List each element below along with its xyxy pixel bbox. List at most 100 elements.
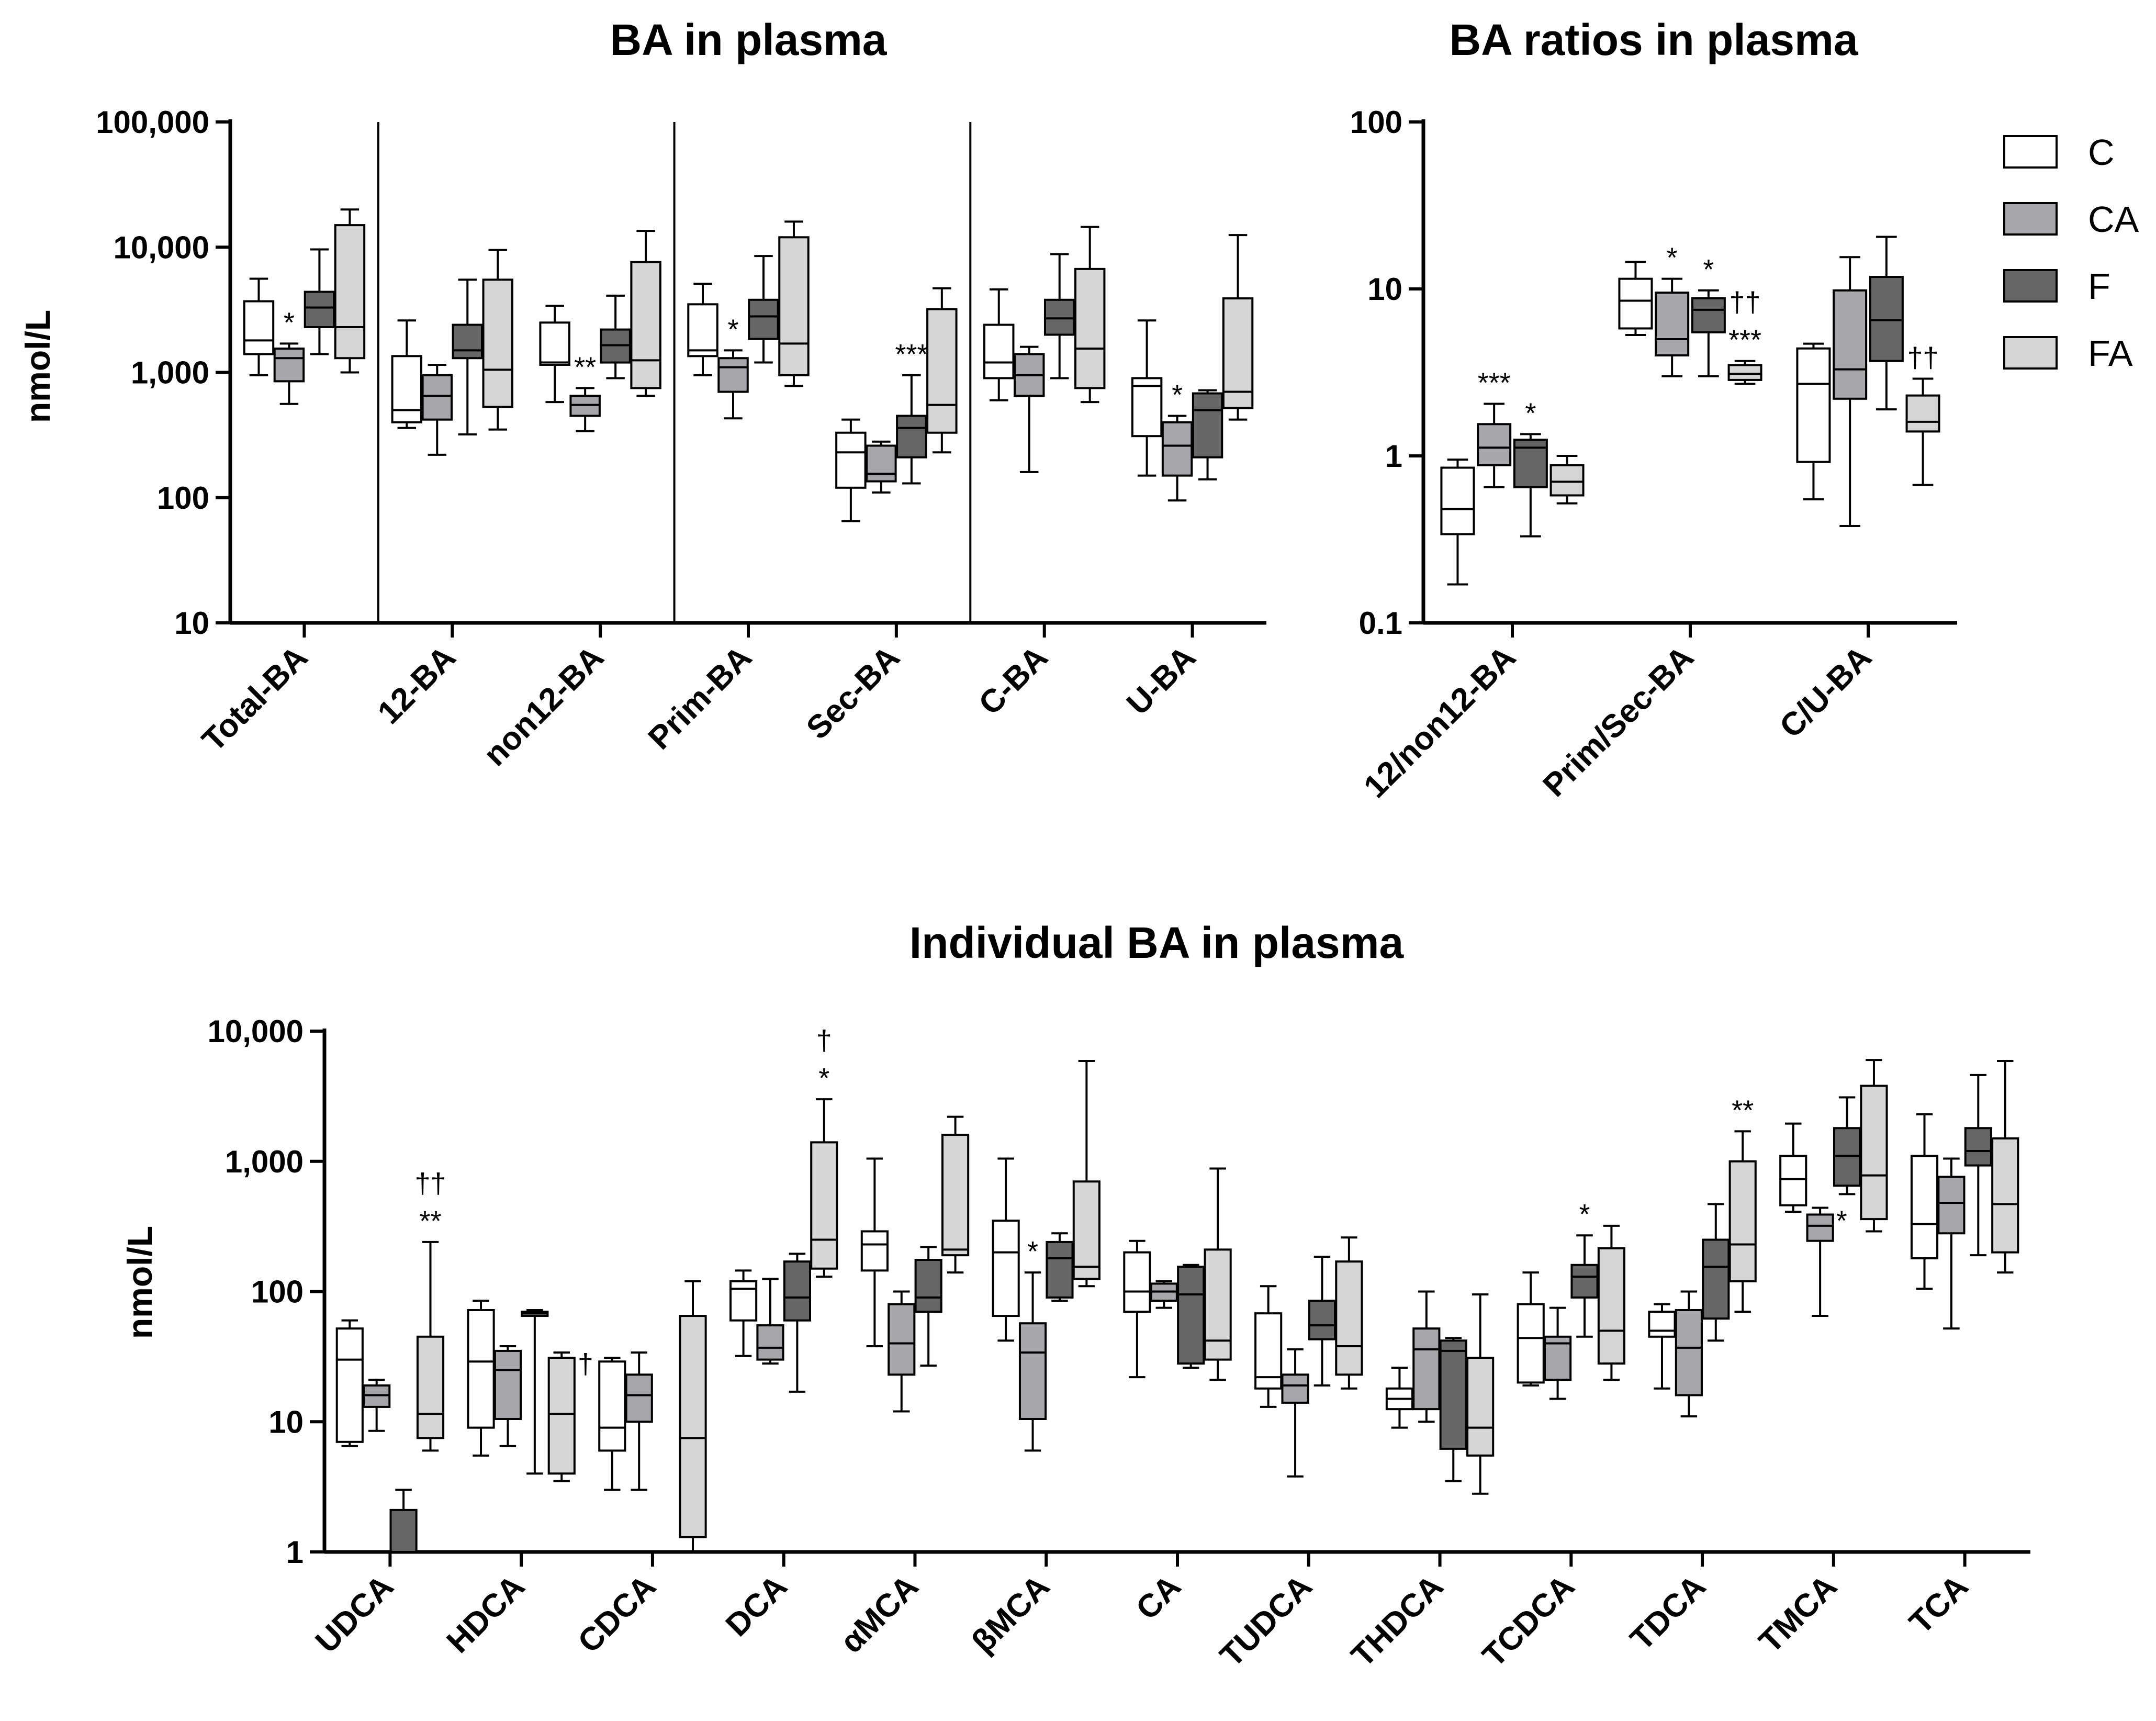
box-iqr <box>1477 423 1512 466</box>
box-alphamca-f <box>914 1246 942 1367</box>
box-iqr <box>493 1349 522 1420</box>
box-prim-sec-ba-f: * <box>1691 254 1726 377</box>
box-iqr <box>896 415 927 459</box>
box-prim-sec-ba-fa: *** †† <box>1727 287 1762 385</box>
box-dca-ca <box>756 1278 784 1365</box>
box-iqr <box>1702 1238 1730 1320</box>
box-iqr <box>729 1280 758 1322</box>
box-iqr <box>625 1373 653 1423</box>
box-dca-f <box>783 1253 811 1393</box>
box-iqr <box>866 444 897 483</box>
panel-a-title: BA in plasma <box>610 15 887 64</box>
box-iqr <box>1161 421 1193 477</box>
significance-marker: ** <box>1732 1094 1754 1126</box>
legend-label-f: F <box>2088 266 2110 307</box>
significance-marker: * <box>1703 254 1714 285</box>
significance-marker: *** <box>1478 367 1511 399</box>
significance-marker: * <box>1172 379 1183 410</box>
box-ca-f <box>1177 1264 1205 1369</box>
legend-label-c: C <box>2088 132 2115 173</box>
box-tcdca-ca <box>1544 1306 1572 1400</box>
box-udca-f <box>389 1489 418 1553</box>
box-thdca-c <box>1385 1367 1414 1429</box>
legend-swatch-fa <box>2003 336 2058 370</box>
box-c-u-ba-c <box>1796 342 1831 500</box>
box-tdca-ca <box>1675 1290 1703 1417</box>
box-iqr <box>679 1315 707 1538</box>
legend-swatch-c <box>2003 135 2058 169</box>
box-iqr <box>835 431 867 489</box>
box-cdca-c <box>598 1357 626 1491</box>
box-iqr <box>304 290 335 328</box>
box-prim-sec-ba-c <box>1618 261 1653 336</box>
box-tmca-fa <box>1860 1059 1888 1233</box>
box-sec-ba-f: *** <box>895 339 928 485</box>
box-iqr <box>926 308 958 434</box>
box-prim-sec-ba-ca: * <box>1655 242 1690 377</box>
box-iqr <box>1192 392 1223 459</box>
box-tca-fa <box>1991 1060 2019 1274</box>
box-12-ba-c <box>391 319 423 429</box>
box-iqr <box>983 323 1015 379</box>
box-iqr <box>783 1260 811 1322</box>
box-tcdca-f: * <box>1570 1199 1599 1338</box>
y-tick-label: 1 <box>1385 439 1402 474</box>
box-total-ba-ca: * <box>273 307 305 405</box>
box-tdca-f <box>1702 1203 1730 1342</box>
box-iqr <box>1046 1241 1074 1299</box>
y-tick-label: 10 <box>268 1404 304 1439</box>
box-iqr <box>1648 1311 1676 1338</box>
box-tcdca-c <box>1517 1271 1545 1387</box>
box-hdca-f <box>521 1309 549 1475</box>
y-tick-label: 1 <box>286 1535 304 1570</box>
box-tudca-ca <box>1281 1348 1309 1478</box>
box-iqr <box>1691 297 1726 333</box>
box-hdca-ca <box>493 1345 522 1447</box>
y-tick-label: 100,000 <box>96 105 209 140</box>
box-iqr <box>243 300 275 355</box>
box-iqr <box>1905 394 1940 433</box>
box-iqr <box>1570 1264 1599 1299</box>
box-tudca-fa <box>1335 1236 1363 1390</box>
box-iqr <box>335 1327 364 1443</box>
significance-marker-secondary: † <box>816 1025 832 1056</box>
box-iqr <box>1869 276 1904 362</box>
box-iqr <box>1618 277 1653 330</box>
legend-label-fa: FA <box>2088 333 2133 374</box>
box-sec-ba-c <box>835 418 867 522</box>
box-12-non12-ba-fa <box>1549 455 1585 505</box>
box-iqr <box>1131 377 1163 438</box>
box-total-ba-f <box>304 248 335 355</box>
box-betamca-c <box>992 1157 1020 1342</box>
box-tcdca-fa <box>1597 1224 1626 1381</box>
significance-marker: * <box>1836 1205 1847 1236</box>
legend: C CA F FA <box>2003 132 2139 374</box>
box-iqr <box>1254 1312 1283 1390</box>
box-iqr <box>1466 1357 1495 1457</box>
box-tmca-f <box>1833 1096 1861 1195</box>
box-c-ba-f <box>1043 253 1075 379</box>
box-iqr <box>1204 1248 1232 1361</box>
panel-c-title: Individual BA in plasma <box>909 918 1405 967</box>
box-non12-ba-fa <box>630 230 661 397</box>
box-c-u-ba-ca <box>1833 256 1868 528</box>
box-iqr <box>1796 347 1831 463</box>
significance-marker: * <box>1525 397 1536 429</box>
box-tdca-fa: ** <box>1728 1094 1757 1313</box>
box-alphamca-c <box>860 1157 889 1348</box>
box-iqr <box>630 261 661 389</box>
box-iqr <box>1439 1339 1467 1450</box>
box-iqr <box>914 1259 942 1313</box>
significance-marker: ** <box>574 351 596 383</box>
box-12-non12-ba-c <box>1440 459 1475 586</box>
box-iqr <box>1123 1251 1151 1313</box>
significance-marker: ** <box>419 1205 441 1237</box>
box-ca-c <box>1123 1239 1151 1379</box>
box-u-ba-f <box>1192 389 1223 480</box>
significance-marker: * <box>284 307 295 338</box>
y-tick-label: 10,000 <box>113 230 209 265</box>
box-iqr <box>1991 1137 2019 1254</box>
box-iqr <box>334 224 366 360</box>
box-iqr <box>992 1220 1020 1317</box>
legend-label-ca: CA <box>2088 199 2139 240</box>
